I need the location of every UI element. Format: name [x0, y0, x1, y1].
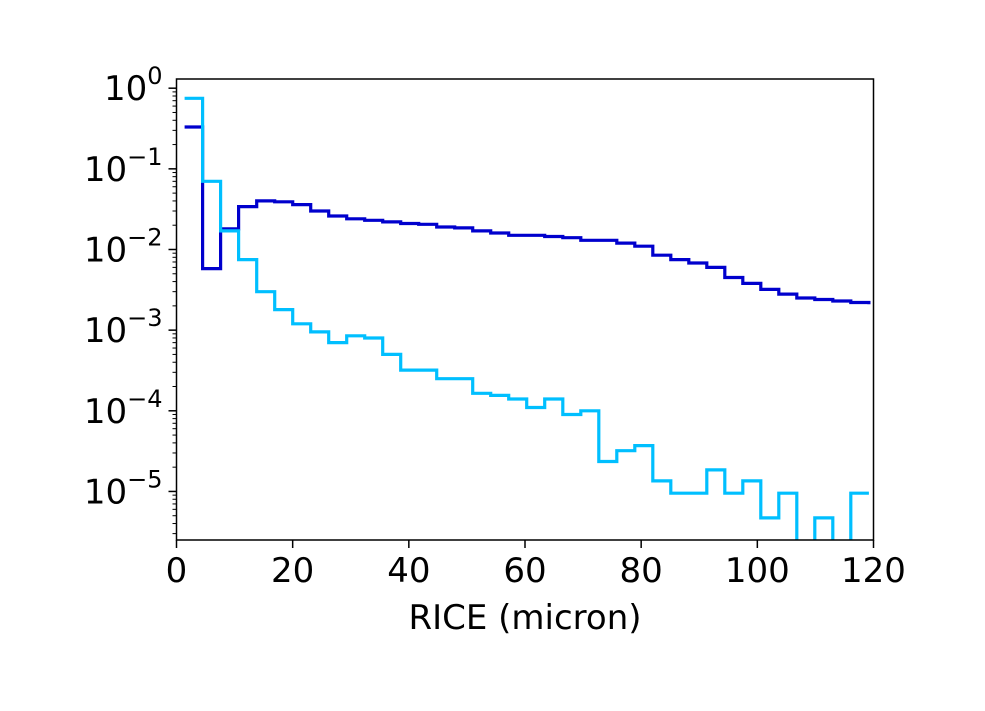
x-tick-label: 100 [725, 551, 790, 591]
y-tick-label: 100 [104, 62, 163, 109]
x-tick-label: 40 [387, 551, 430, 591]
x-tick-label: 0 [166, 551, 188, 591]
x-tick-label: 120 [841, 551, 906, 591]
y-tick-label: 10−5 [84, 465, 163, 512]
series-line-2 [184, 96, 869, 540]
y-tick-label: 10−4 [84, 385, 163, 432]
y-tick-label: 10−2 [84, 223, 163, 270]
x-tick-label: 60 [503, 551, 546, 591]
x-tick-label: 80 [620, 551, 663, 591]
x-tick-label: 20 [271, 551, 314, 591]
y-axis: 100 10−1 10−2 10−3 10−4 10−5 [84, 62, 177, 535]
y-tick-label: 10−1 [84, 143, 163, 190]
series-layer [184, 96, 871, 540]
y-tick-label: 10−3 [84, 304, 163, 351]
x-axis: 0 20 40 60 80 100 120 [166, 540, 906, 591]
series-line-1 [184, 125, 871, 305]
x-axis-title: RICE (micron) [408, 598, 641, 638]
